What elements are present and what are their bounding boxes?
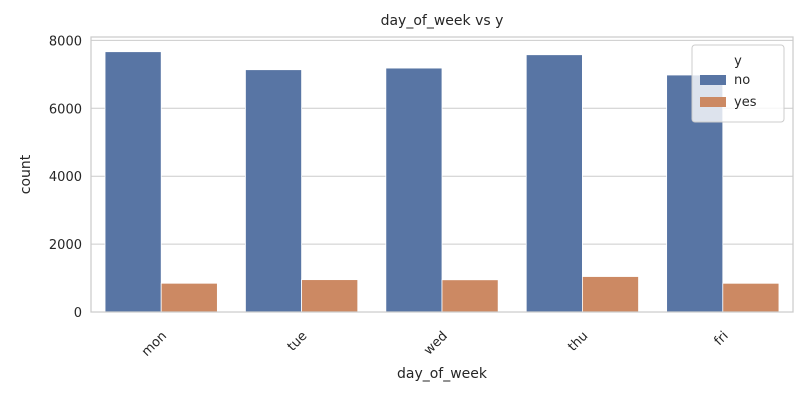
- y-tick-label-0: 0: [74, 306, 82, 321]
- legend-items: no yes: [700, 73, 757, 110]
- x-tick-label-tue: tue: [285, 329, 311, 355]
- bar-wed-no: [385, 67, 443, 313]
- legend-title: y: [734, 54, 742, 69]
- bar-thu-no: [525, 54, 583, 313]
- plot-frame: [90, 36, 794, 313]
- x-tick-label-wed: wed: [421, 329, 451, 359]
- bar-tue-no: [245, 69, 303, 313]
- bar-mon-yes: [160, 282, 218, 313]
- legend-label-yes: yes: [734, 95, 757, 110]
- y-tick-label-8000: 8000: [49, 34, 82, 49]
- legend-swatch-no: [700, 75, 726, 85]
- x-tick-label-mon: mon: [139, 329, 170, 360]
- x-axis-label: day_of_week: [397, 366, 488, 382]
- y-tick-label-6000: 6000: [49, 102, 82, 117]
- bar-thu-yes: [582, 276, 639, 313]
- bar-tue-yes: [301, 279, 359, 313]
- x-tick-label-thu: thu: [565, 329, 591, 355]
- legend-label-no: no: [734, 73, 750, 88]
- chart-title: day_of_week vs y: [381, 13, 504, 29]
- bar-mon-no: [104, 51, 162, 313]
- y-tick-labels: 0 2000 4000 6000 8000: [49, 34, 82, 321]
- y-tick-label-4000: 4000: [49, 170, 82, 185]
- y-tick-label-2000: 2000: [49, 238, 82, 253]
- x-tick-label-fri: fri: [711, 329, 731, 349]
- bars: [104, 51, 780, 313]
- bar-fri-yes: [722, 282, 780, 313]
- legend-swatch-yes: [700, 97, 726, 107]
- y-axis-label: count: [18, 154, 34, 194]
- x-tick-labels: mon tue wed thu fri: [139, 329, 732, 360]
- bar-wed-yes: [441, 279, 499, 313]
- legend: y no yes: [691, 44, 785, 123]
